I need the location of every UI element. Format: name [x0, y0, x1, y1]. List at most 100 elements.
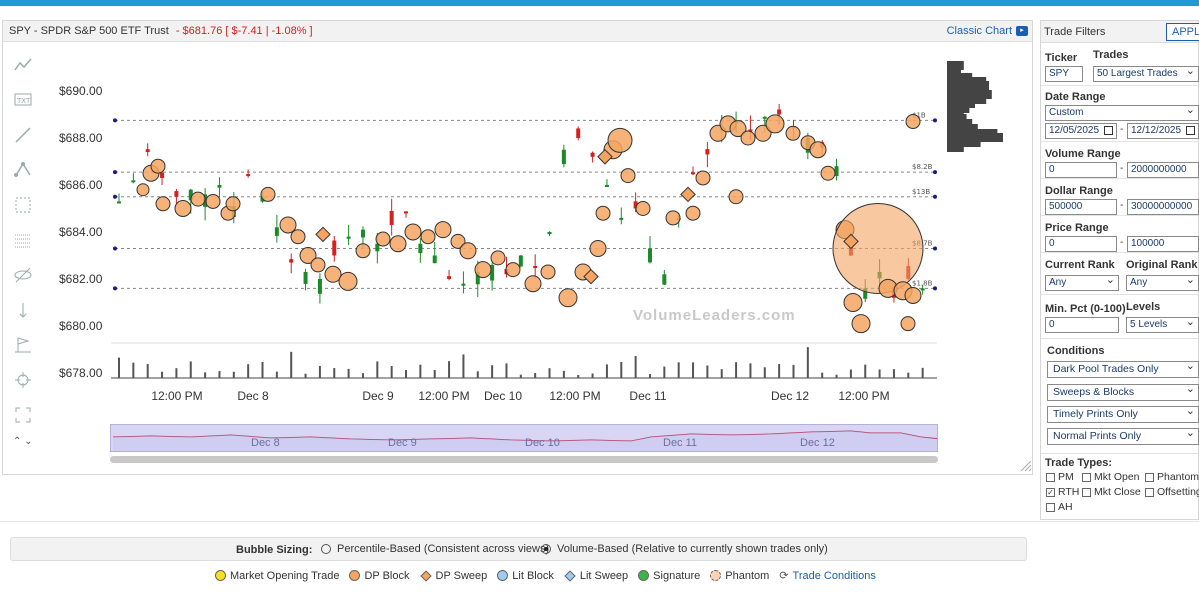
- date-to-input[interactable]: 12/12/2025: [1127, 123, 1199, 139]
- checkbox-pm[interactable]: PM: [1046, 471, 1074, 483]
- line-tool-icon[interactable]: [9, 121, 37, 149]
- navigator-scrollbar[interactable]: [110, 456, 938, 463]
- dollar-min-input[interactable]: 500000: [1045, 199, 1117, 215]
- dp-block-bubble: [765, 114, 785, 134]
- grid-icon[interactable]: [9, 226, 37, 254]
- dp-block-bubble: [820, 165, 836, 181]
- dp-block-bubble: [459, 242, 477, 260]
- time-navigator[interactable]: [110, 424, 938, 452]
- volume-bar: [835, 374, 838, 378]
- measure-icon[interactable]: [9, 191, 37, 219]
- hide-icon[interactable]: [9, 261, 37, 289]
- volume-profile-bar: [947, 109, 964, 118]
- y-tick: $680.00: [59, 319, 103, 333]
- checkbox-box[interactable]: [1145, 472, 1154, 482]
- price-max-input[interactable]: 100000: [1127, 236, 1199, 252]
- candle: [547, 232, 552, 234]
- checkbox-label: Offsetting: [1157, 486, 1199, 498]
- y-tick: $684.00: [59, 225, 103, 239]
- checkbox-box[interactable]: [1082, 487, 1091, 497]
- flag-icon[interactable]: [9, 331, 37, 359]
- resize-handle-icon[interactable]: [1019, 459, 1033, 473]
- checkbox-box-checked[interactable]: ✓: [1046, 487, 1055, 497]
- fibonacci-icon[interactable]: [9, 156, 37, 184]
- checkbox-offsetting[interactable]: Offsetting: [1145, 486, 1199, 498]
- price-min-input[interactable]: 0: [1045, 236, 1117, 252]
- dp-block-bubble: [843, 293, 863, 312]
- volume-bar: [763, 367, 766, 378]
- ticker-input[interactable]: SPY: [1045, 66, 1083, 82]
- vertical-line-icon[interactable]: [9, 296, 37, 324]
- candle: [174, 191, 179, 197]
- volume-profile-bar: [947, 85, 981, 94]
- current-rank-select[interactable]: Any: [1045, 275, 1119, 291]
- volume-bar: [562, 370, 565, 378]
- trend-line-icon[interactable]: [9, 51, 37, 79]
- volume-bar: [692, 362, 695, 378]
- volume-bar: [735, 362, 738, 378]
- radio-button[interactable]: [321, 544, 331, 554]
- fullscreen-icon[interactable]: [9, 401, 37, 429]
- legend-item-phantom: Phantom: [710, 569, 769, 582]
- circle-icon: [349, 570, 361, 581]
- checkbox-ah[interactable]: AH: [1046, 501, 1073, 513]
- condition-select-normal[interactable]: Normal Prints Only: [1047, 428, 1199, 445]
- classic-chart-link[interactable]: Classic Chart ▸: [947, 25, 1028, 37]
- dollar-max-input[interactable]: 30000000000: [1127, 199, 1199, 215]
- dp-block-bubble: [155, 196, 171, 212]
- dp-block-bubble: [355, 243, 371, 259]
- volume-bar: [821, 372, 824, 378]
- text-tool-icon[interactable]: TXT: [9, 86, 37, 114]
- checkbox-mkt-open[interactable]: Mkt Open: [1082, 471, 1140, 483]
- volume-bar: [577, 374, 580, 378]
- chart-title: SPY - SPDR S&P 500 ETF Trust - $681.76 […: [9, 25, 313, 37]
- price-plot[interactable]: $1B$8.2B$13B$8.7B$1.8B: [3, 21, 1032, 421]
- checkbox-rth[interactable]: ✓ RTH: [1046, 486, 1079, 498]
- legend-label: DP Sweep: [435, 569, 488, 582]
- radio-button-selected[interactable]: [541, 544, 551, 554]
- level-label: $1.8B: [912, 279, 933, 287]
- level-marker: [113, 118, 117, 123]
- min-pct-input[interactable]: 0: [1045, 317, 1119, 333]
- condition-select-timely[interactable]: Timely Prints Only: [1047, 406, 1199, 423]
- checkbox-mkt-close[interactable]: Mkt Close: [1082, 486, 1141, 498]
- volume-bar: [247, 364, 250, 378]
- trade-conditions-link[interactable]: ⟳ Trade Conditions: [779, 569, 876, 583]
- checkbox-box[interactable]: [1046, 472, 1055, 482]
- crosshair-icon[interactable]: [9, 366, 37, 394]
- apply-button[interactable]: APPLY: [1166, 23, 1199, 41]
- trades-label: Trades: [1093, 49, 1129, 61]
- candle: [303, 271, 308, 284]
- checkbox-phantoms[interactable]: Phantoms: [1145, 471, 1199, 483]
- volume-bar: [677, 362, 680, 378]
- date-range-select[interactable]: Custom: [1045, 105, 1199, 121]
- radio-volume[interactable]: Volume-Based (Relative to currently show…: [541, 543, 828, 555]
- volume-bar: [620, 361, 623, 378]
- calendar-icon[interactable]: [1104, 126, 1113, 135]
- x-tick: 12:00 PM: [151, 389, 203, 403]
- volume-bar: [491, 365, 494, 378]
- condition-select-dark-pool[interactable]: Dark Pool Trades Only: [1047, 361, 1199, 378]
- zoom-arrows-icon[interactable]: ⌃ ⌄: [13, 436, 33, 447]
- radio-percentile[interactable]: Percentile-Based (Consistent across view…: [321, 543, 549, 555]
- calendar-icon[interactable]: [1186, 126, 1195, 135]
- legend-item-lit-sweep: Lit Sweep: [564, 569, 628, 582]
- current-rank-label: Current Rank: [1045, 259, 1115, 271]
- trades-select[interactable]: 50 Largest Trades: [1093, 66, 1199, 82]
- candle: [647, 248, 652, 263]
- checkbox-box[interactable]: [1082, 472, 1091, 482]
- volume-bar: [304, 373, 307, 378]
- volume-max-input[interactable]: 2000000000: [1127, 162, 1199, 178]
- condition-select-sweeps[interactable]: Sweeps & Blocks: [1047, 384, 1199, 401]
- date-from-input[interactable]: 12/05/2025: [1045, 123, 1117, 139]
- checkbox-box[interactable]: [1046, 502, 1055, 512]
- legend-item-dp-sweep: DP Sweep: [419, 569, 488, 582]
- volume-bar: [390, 366, 393, 378]
- checkbox-box[interactable]: [1145, 487, 1154, 497]
- candle: [834, 166, 839, 177]
- phantom-icon: [710, 570, 722, 581]
- candle: [590, 152, 595, 157]
- original-rank-select[interactable]: Any: [1126, 275, 1199, 291]
- volume-min-input[interactable]: 0: [1045, 162, 1117, 178]
- levels-select[interactable]: 5 Levels: [1126, 317, 1199, 333]
